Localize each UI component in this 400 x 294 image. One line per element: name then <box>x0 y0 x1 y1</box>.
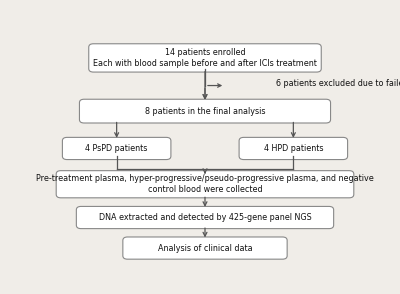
Text: 8 patients in the final analysis: 8 patients in the final analysis <box>145 107 265 116</box>
FancyBboxPatch shape <box>76 206 334 229</box>
FancyBboxPatch shape <box>239 137 348 160</box>
FancyBboxPatch shape <box>80 99 330 123</box>
Text: 14 patients enrolled
Each with blood sample before and after ICIs treatment: 14 patients enrolled Each with blood sam… <box>93 48 317 68</box>
FancyBboxPatch shape <box>56 171 354 198</box>
Text: 4 HPD patients: 4 HPD patients <box>264 144 323 153</box>
Text: Pre-treatment plasma, hyper-progressive/pseudo-progressive plasma, and negative
: Pre-treatment plasma, hyper-progressive/… <box>36 174 374 194</box>
FancyBboxPatch shape <box>123 237 287 259</box>
Text: Analysis of clinical data: Analysis of clinical data <box>158 243 252 253</box>
FancyBboxPatch shape <box>62 137 171 160</box>
Text: 6 patients excluded due to failed blood sample: 6 patients excluded due to failed blood … <box>276 79 400 88</box>
FancyBboxPatch shape <box>89 44 321 72</box>
Text: DNA extracted and detected by 425-gene panel NGS: DNA extracted and detected by 425-gene p… <box>99 213 311 222</box>
Text: 4 PsPD patients: 4 PsPD patients <box>86 144 148 153</box>
